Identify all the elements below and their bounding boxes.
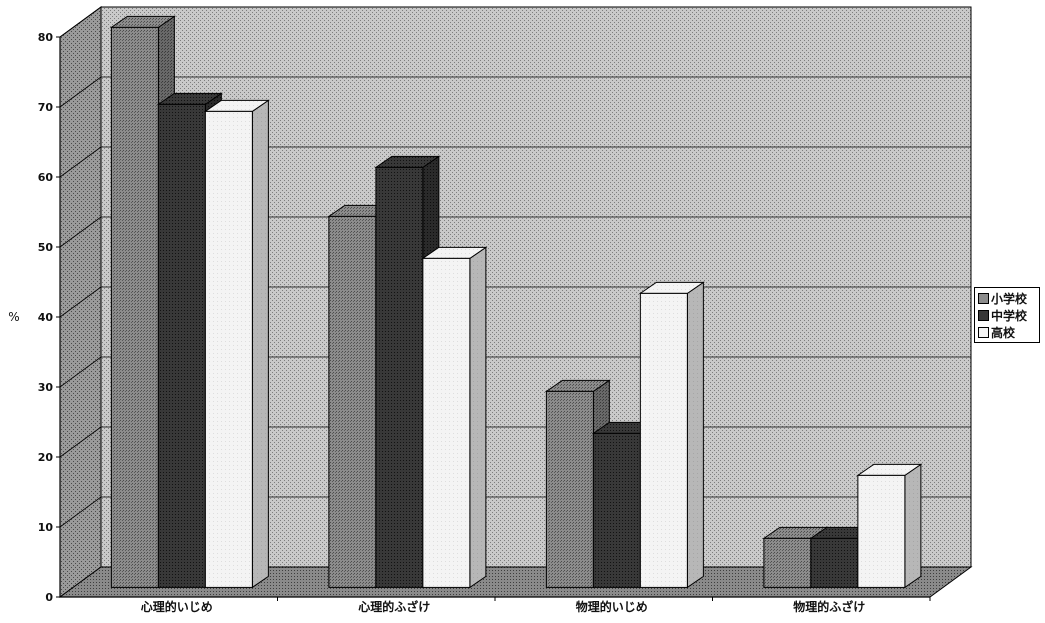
y-tick-label: 80 — [38, 31, 54, 44]
y-tick-label: 70 — [38, 101, 54, 114]
bar-side-shade — [687, 282, 704, 588]
gridline-side — [59, 76, 102, 108]
x-tick-label: 物理的いじめ — [576, 599, 648, 614]
legend-label-elementary: 小学校 — [991, 292, 1028, 306]
bar — [638, 281, 705, 589]
bar-front — [328, 215, 377, 588]
y-tick-label: 30 — [38, 381, 54, 394]
legend-item-high-school: 高校 — [978, 324, 1039, 341]
bar-front — [375, 166, 424, 588]
legend-item-junior-high: 中学校 — [978, 307, 1039, 324]
bar-front — [592, 432, 641, 588]
bar-front — [639, 292, 688, 588]
bar — [203, 99, 270, 589]
bar-front — [204, 110, 253, 588]
y-tick-label: 50 — [38, 241, 54, 254]
y-axis-label: % — [8, 310, 19, 324]
gridline-side — [59, 146, 102, 178]
gridline-side — [59, 356, 102, 388]
bar — [421, 246, 488, 589]
y-tick-label: 10 — [38, 521, 54, 534]
legend-swatch-junior-high — [978, 310, 989, 321]
y-tick-label: 40 — [38, 311, 54, 324]
bar — [856, 463, 923, 589]
legend-label-high-school: 高校 — [991, 326, 1016, 340]
chart-text: 0 10 20 30 40 50 60 70 80% 心理的いじめ 心理的ふざけ 物理的いじめ 物理的ふ… — [8, 31, 865, 614]
gridline-side — [59, 216, 102, 248]
x-tick-label: 物理的ふざけ — [793, 599, 865, 614]
bar-front — [422, 257, 471, 588]
bar-front — [110, 26, 159, 588]
bar-side-shade — [904, 464, 921, 588]
gridline-side — [59, 6, 102, 38]
y-tick-label: 60 — [38, 171, 54, 184]
plot-area — [56, 6, 973, 601]
bar-marks — [109, 15, 923, 589]
legend: 小学校 中学校 高校 — [974, 287, 1040, 343]
x-tick-label: 心理的いじめ — [141, 599, 213, 614]
bar-side-shade — [469, 247, 486, 588]
gridline-side — [59, 286, 102, 318]
bar-front — [157, 103, 206, 588]
legend-item-elementary: 小学校 — [978, 290, 1039, 307]
legend-label-junior-high: 中学校 — [991, 309, 1028, 323]
legend-swatch-high-school — [978, 327, 989, 338]
x-tick-label: 心理的ふざけ — [358, 599, 430, 614]
bar-front — [810, 537, 859, 588]
bar-side-shade — [252, 100, 269, 588]
bar-front — [857, 474, 906, 588]
bar-front — [545, 390, 594, 588]
y-tick-label: 20 — [38, 451, 54, 464]
y-tick-label: 0 — [45, 591, 53, 604]
bar-front — [763, 537, 812, 588]
gridline-side — [59, 496, 102, 528]
gridline-side — [59, 426, 102, 458]
legend-swatch-elementary — [978, 293, 989, 304]
